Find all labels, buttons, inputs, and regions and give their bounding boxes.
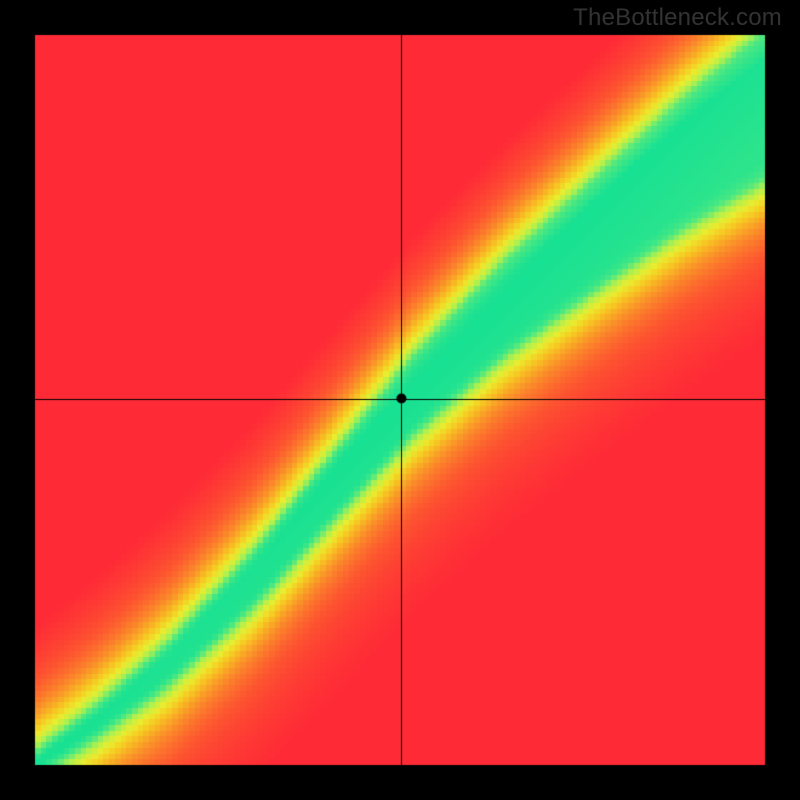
chart-container: TheBottleneck.com [0,0,800,800]
watermark-text: TheBottleneck.com [573,4,782,32]
crosshair-overlay-canvas [0,0,800,800]
